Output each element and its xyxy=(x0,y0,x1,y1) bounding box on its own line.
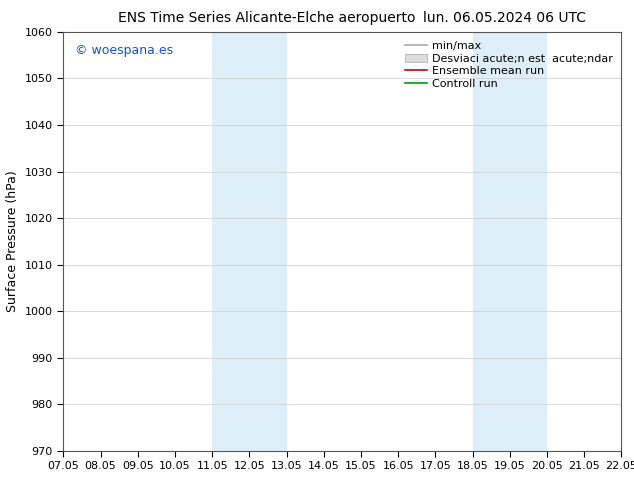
Bar xyxy=(472,32,547,451)
Legend: min/max, Desviaci acute;n est  acute;ndar, Ensemble mean run, Controll run: min/max, Desviaci acute;n est acute;ndar… xyxy=(401,37,616,93)
Text: lun. 06.05.2024 06 UTC: lun. 06.05.2024 06 UTC xyxy=(422,11,586,25)
Text: ENS Time Series Alicante-Elche aeropuerto: ENS Time Series Alicante-Elche aeropuert… xyxy=(117,11,415,25)
Y-axis label: Surface Pressure (hPa): Surface Pressure (hPa) xyxy=(6,171,19,312)
Bar xyxy=(212,32,287,451)
Text: © woespana.es: © woespana.es xyxy=(75,45,172,57)
